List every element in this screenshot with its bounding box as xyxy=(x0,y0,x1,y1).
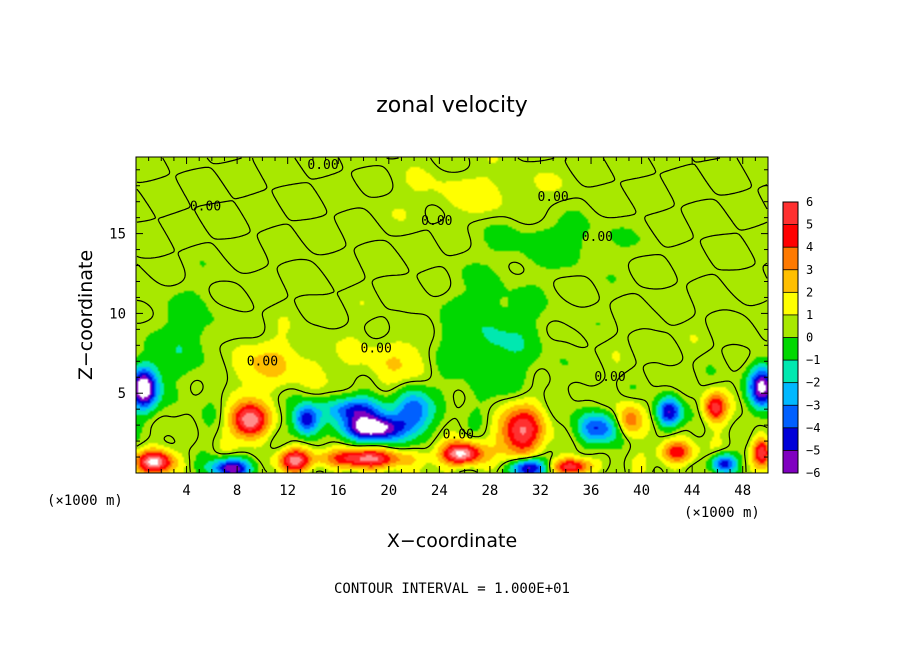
x-unit-left: (×1000 m) xyxy=(47,493,123,509)
colorbar-swatch xyxy=(783,360,798,384)
y-tick-label: 5 xyxy=(118,386,126,402)
colorbar-swatch xyxy=(783,314,798,338)
x-unit-right: (×1000 m) xyxy=(684,505,760,521)
contour-label: 0.00 xyxy=(537,190,568,205)
colorbar-swatch xyxy=(783,427,798,451)
colorbar-swatch xyxy=(783,269,798,293)
x-tick-label: 4 xyxy=(182,483,190,499)
x-tick-label: 40 xyxy=(633,483,650,499)
x-tick-label: 36 xyxy=(583,483,600,499)
colorbar-swatch xyxy=(783,450,798,474)
contour-label: 0.00 xyxy=(421,214,452,229)
colorbar-swatch xyxy=(783,292,798,316)
contour-label: 0.00 xyxy=(594,370,625,385)
colorbar-swatch xyxy=(783,382,798,406)
colorbar: 6 5 4 3 2 1 0 −1 −2 −3 −4 −5 −6 xyxy=(782,195,820,480)
zero-contour-line xyxy=(136,157,768,473)
colorbar-label: 3 xyxy=(806,263,813,277)
y-tick-label: 15 xyxy=(109,227,126,243)
contour-labels: 0.00 0.00 0.00 0.00 0.00 0.00 0.00 0.00 0.00 xyxy=(190,158,626,443)
colorbar-swatch xyxy=(783,202,798,226)
y-axis-label: Z−coordinate xyxy=(75,250,97,380)
colorbar-label: 4 xyxy=(806,240,813,254)
contour-label: 0.00 xyxy=(247,354,278,369)
y-axis: 5 10 15 xyxy=(109,169,768,458)
colorbar-swatch xyxy=(783,337,798,361)
x-tick-label: 44 xyxy=(684,483,701,499)
x-tick-label: 48 xyxy=(734,483,751,499)
colorbar-label: 6 xyxy=(806,195,813,209)
x-tick-label: 32 xyxy=(532,483,549,499)
colorbar-swatch xyxy=(783,405,798,429)
contour-interval-note: CONTOUR INTERVAL = 1.000E+01 xyxy=(334,581,570,597)
contour-label: 0.00 xyxy=(582,230,613,245)
colorbar-label: 5 xyxy=(806,218,813,232)
colorbar-label: 0 xyxy=(806,331,813,345)
colorbar-swatch xyxy=(783,247,798,271)
contour-label: 0.00 xyxy=(190,199,221,214)
y-tick-label: 10 xyxy=(109,306,126,322)
colorbar-label: 1 xyxy=(806,308,813,322)
contour-label: 0.00 xyxy=(443,428,474,443)
zero-contours xyxy=(136,157,768,473)
x-tick-label: 28 xyxy=(481,483,498,499)
contour-label: 0.00 xyxy=(361,342,392,357)
x-axis-label: X−coordinate xyxy=(387,530,517,552)
heatmap-field xyxy=(136,157,768,473)
chart-title: zonal velocity xyxy=(376,93,528,118)
colorbar-label: −4 xyxy=(806,421,820,435)
x-tick-label: 24 xyxy=(431,483,448,499)
contour-label: 0.00 xyxy=(307,158,338,173)
x-tick-label: 16 xyxy=(330,483,347,499)
colorbar-label: −2 xyxy=(806,376,820,390)
x-tick-label: 12 xyxy=(279,483,296,499)
colorbar-label: −5 xyxy=(806,443,820,457)
colorbar-label: −6 xyxy=(806,466,820,480)
x-axis: 4 8 12 16 20 24 28 32 36 40 44 48 xyxy=(148,157,756,499)
x-tick-label: 8 xyxy=(233,483,241,499)
colorbar-swatch xyxy=(783,224,798,248)
x-tick-label: 20 xyxy=(380,483,397,499)
colorbar-label: −3 xyxy=(806,398,820,412)
colorbar-label: −1 xyxy=(806,353,820,367)
colorbar-label: 2 xyxy=(806,285,813,299)
